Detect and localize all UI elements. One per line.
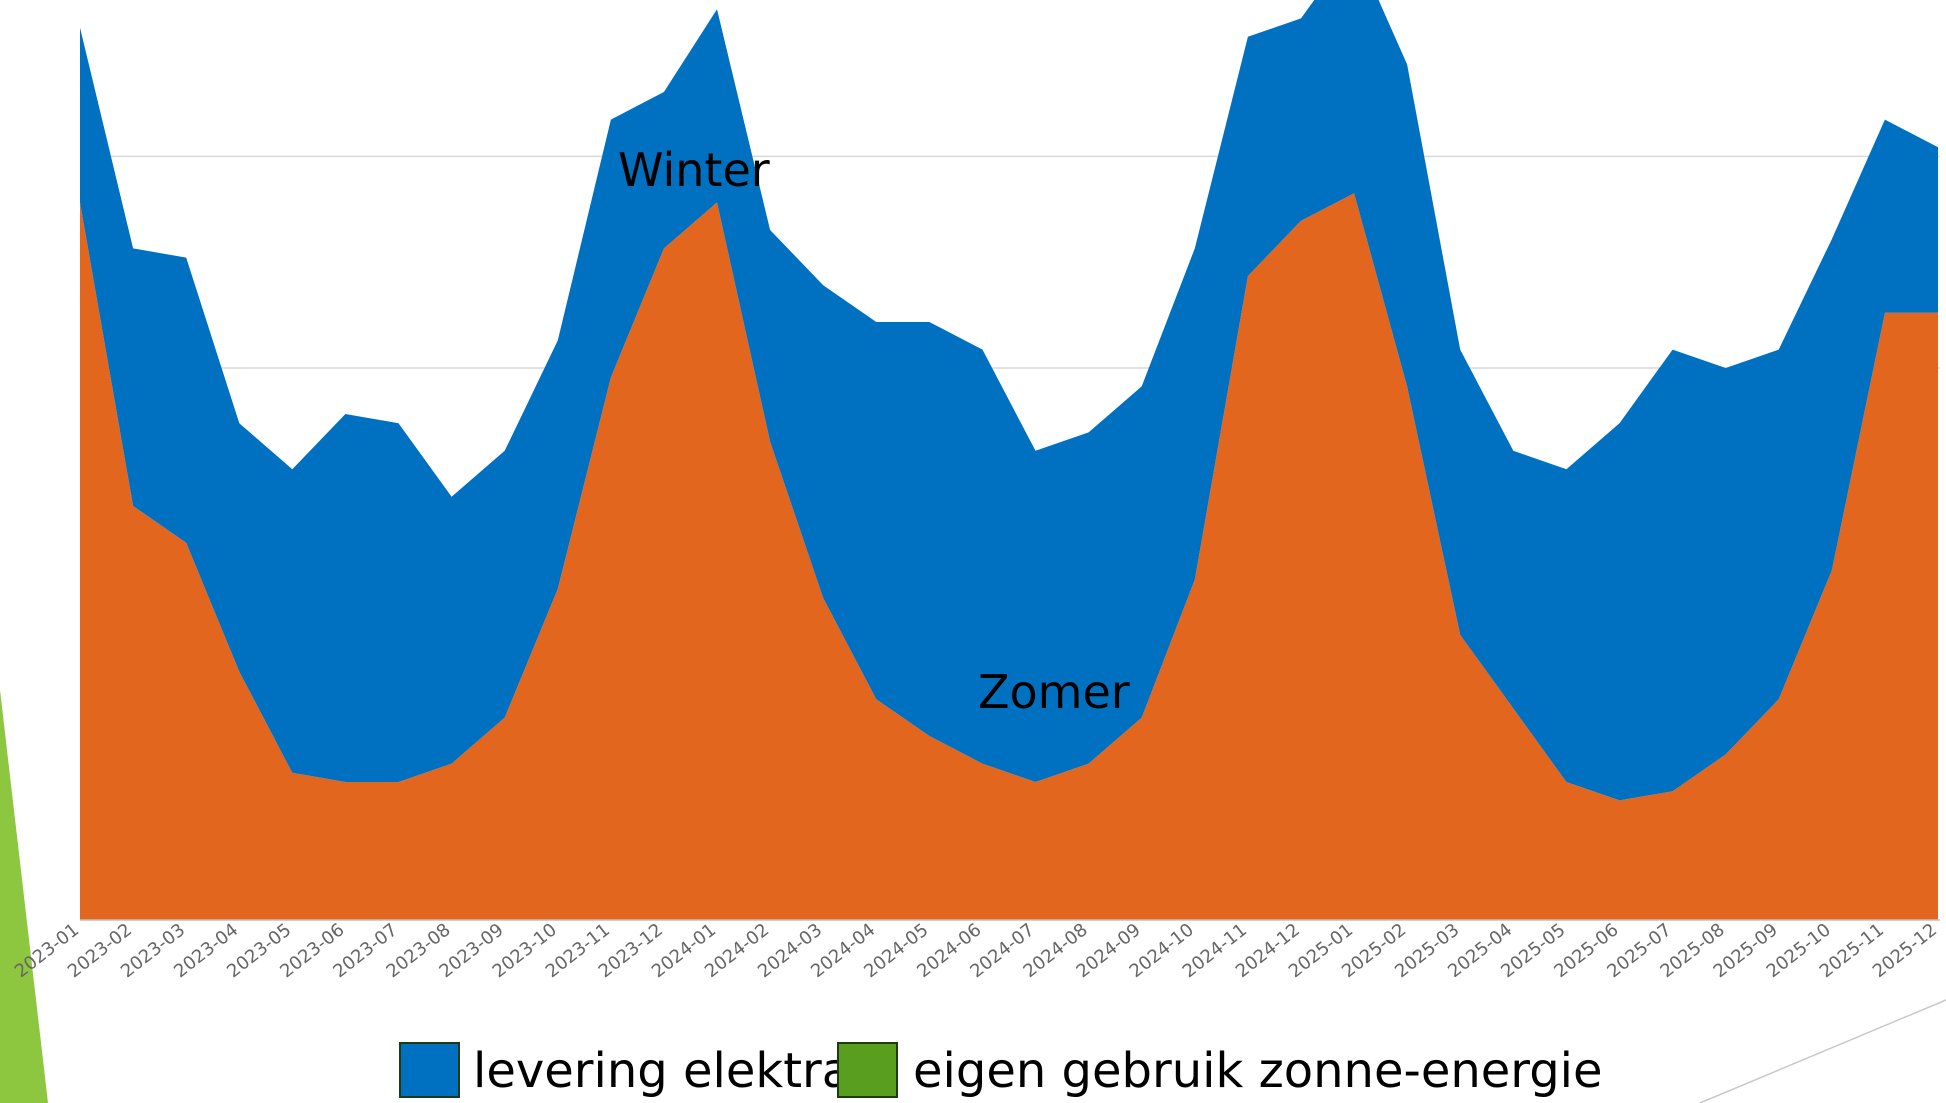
annotation-winter: Winter: [618, 143, 770, 197]
background-accent-line: [1699, 999, 1946, 1103]
legend-swatch-levering-elektra: [399, 1042, 460, 1098]
annotation-zomer: Zomer: [978, 665, 1130, 719]
background-accent-shape: [0, 690, 48, 1103]
legend-label-levering-elektra: levering elektra: [473, 1043, 851, 1099]
legend-label-eigen-gebruik: eigen gebruik zonne-energie: [913, 1043, 1603, 1099]
legend-swatch-eigen-gebruik: [837, 1042, 898, 1098]
gridlines: [80, 155, 1940, 369]
stacked-areas: [80, 0, 1938, 920]
x-axis-tick-labels: 2023-012023-022023-032023-042023-052023-…: [11, 919, 1941, 982]
annotations: Winter Zomer: [618, 143, 1130, 719]
area-series-eigen-gebruik-zonne-energie: [80, 193, 1938, 920]
legend: levering elektra eigen gebruik zonne-ene…: [399, 1042, 1603, 1099]
area-series-levering-elektra: [80, 0, 1938, 801]
